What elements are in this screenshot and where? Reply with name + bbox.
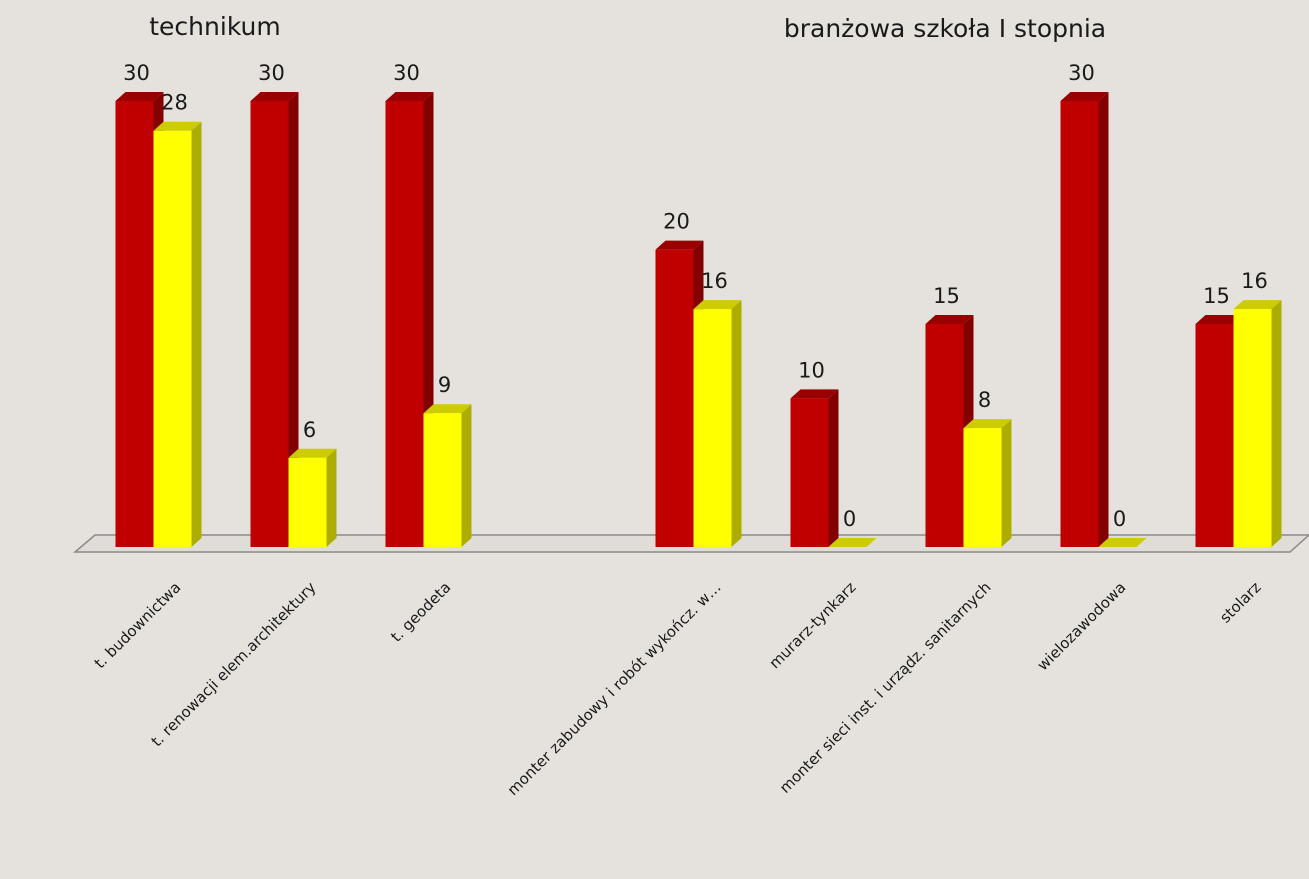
bar-front: [250, 101, 289, 547]
bar-side: [191, 121, 202, 547]
value-label: 9: [438, 373, 451, 397]
bar: [693, 300, 742, 547]
value-label: 10: [798, 358, 825, 382]
bar: [423, 404, 472, 547]
bar-top: [1098, 538, 1147, 547]
bar-side: [731, 300, 742, 547]
group-label: branżowa szkoła I stopnia: [784, 14, 1106, 43]
bar: [385, 92, 434, 547]
value-label: 15: [1203, 284, 1230, 308]
bar-side: [1271, 300, 1282, 547]
bar-side: [1098, 92, 1109, 547]
bar-top: [1195, 315, 1244, 324]
bar-front: [153, 130, 192, 547]
bar: [250, 92, 299, 547]
value-label: 30: [123, 61, 150, 85]
bar-front: [385, 101, 424, 547]
bar-top: [925, 315, 974, 324]
group-label: technikum: [149, 12, 280, 41]
bar-top: [790, 389, 839, 399]
bar-front: [1060, 101, 1099, 547]
bar-top: [288, 448, 337, 458]
bar-top: [385, 92, 434, 101]
bar-front: [693, 309, 732, 547]
bar-front: [1195, 324, 1234, 547]
bar-side: [288, 92, 299, 547]
value-label: 28: [161, 91, 188, 115]
value-label: 20: [663, 210, 690, 234]
bar: [828, 538, 877, 547]
bar-top: [828, 538, 877, 547]
bar: [288, 448, 337, 547]
bar: [153, 121, 202, 547]
bar-side: [461, 404, 472, 547]
value-label: 30: [393, 61, 420, 85]
bar-top: [423, 404, 472, 414]
bar-top: [693, 300, 742, 310]
bar-side: [1001, 419, 1012, 547]
bar: [963, 419, 1012, 547]
bar-front: [963, 428, 1002, 547]
bar: [1233, 300, 1282, 547]
bar-side: [828, 389, 839, 547]
bar-front: [1233, 309, 1272, 547]
value-label: 8: [978, 388, 991, 412]
bar-front: [115, 101, 154, 547]
bar-side: [326, 448, 337, 547]
bar-front: [423, 413, 462, 547]
bar-top: [250, 92, 299, 101]
bar: [1098, 538, 1147, 547]
value-label: 16: [701, 269, 728, 293]
value-label: 16: [1241, 269, 1268, 293]
value-label: 6: [303, 418, 316, 442]
value-label: 0: [1113, 507, 1126, 531]
value-label: 15: [933, 284, 960, 308]
bar-top: [655, 240, 704, 250]
bar-top: [153, 121, 202, 131]
bar: [790, 389, 839, 547]
bar-front: [288, 457, 327, 547]
bar-top: [1060, 92, 1109, 101]
value-label: 30: [258, 61, 285, 85]
value-label: 30: [1068, 61, 1095, 85]
bar-top: [115, 92, 164, 101]
bar-front: [790, 398, 829, 547]
value-label: 0: [843, 507, 856, 531]
bar-top: [963, 419, 1012, 429]
bar-front: [925, 324, 964, 547]
bar: [1060, 92, 1109, 547]
bar-top: [1233, 300, 1282, 310]
bar-front: [655, 249, 694, 547]
